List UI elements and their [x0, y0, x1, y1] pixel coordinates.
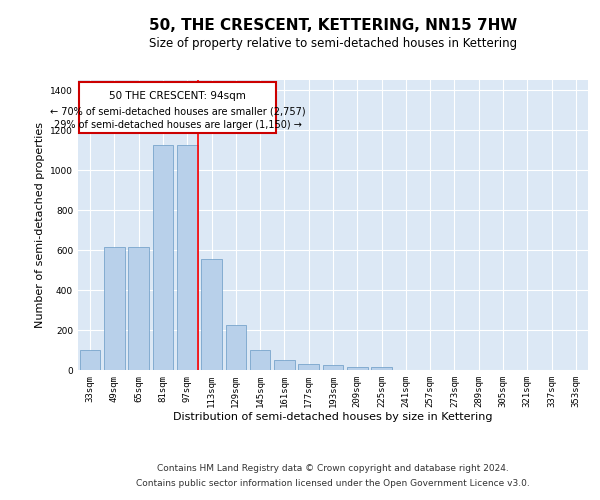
Bar — [298, 364, 319, 370]
Text: Distribution of semi-detached houses by size in Kettering: Distribution of semi-detached houses by … — [173, 412, 493, 422]
Bar — [201, 259, 222, 370]
Text: Contains public sector information licensed under the Open Government Licence v3: Contains public sector information licen… — [136, 479, 530, 488]
Text: 29% of semi-detached houses are larger (1,150) →: 29% of semi-detached houses are larger (… — [53, 120, 302, 130]
Bar — [128, 247, 149, 370]
Text: Contains HM Land Registry data © Crown copyright and database right 2024.: Contains HM Land Registry data © Crown c… — [157, 464, 509, 473]
Text: 50 THE CRESCENT: 94sqm: 50 THE CRESCENT: 94sqm — [109, 92, 246, 102]
Bar — [226, 325, 246, 370]
Bar — [274, 360, 295, 370]
Bar — [104, 247, 125, 370]
FancyBboxPatch shape — [79, 82, 276, 133]
Text: 50, THE CRESCENT, KETTERING, NN15 7HW: 50, THE CRESCENT, KETTERING, NN15 7HW — [149, 18, 517, 32]
Y-axis label: Number of semi-detached properties: Number of semi-detached properties — [35, 122, 44, 328]
Text: Size of property relative to semi-detached houses in Kettering: Size of property relative to semi-detach… — [149, 38, 517, 51]
Text: ← 70% of semi-detached houses are smaller (2,757): ← 70% of semi-detached houses are smalle… — [50, 106, 305, 117]
Bar — [152, 145, 173, 370]
Bar — [80, 350, 100, 370]
Bar — [371, 368, 392, 370]
Bar — [177, 145, 197, 370]
Bar — [347, 366, 368, 370]
Bar — [323, 364, 343, 370]
Bar — [250, 350, 271, 370]
